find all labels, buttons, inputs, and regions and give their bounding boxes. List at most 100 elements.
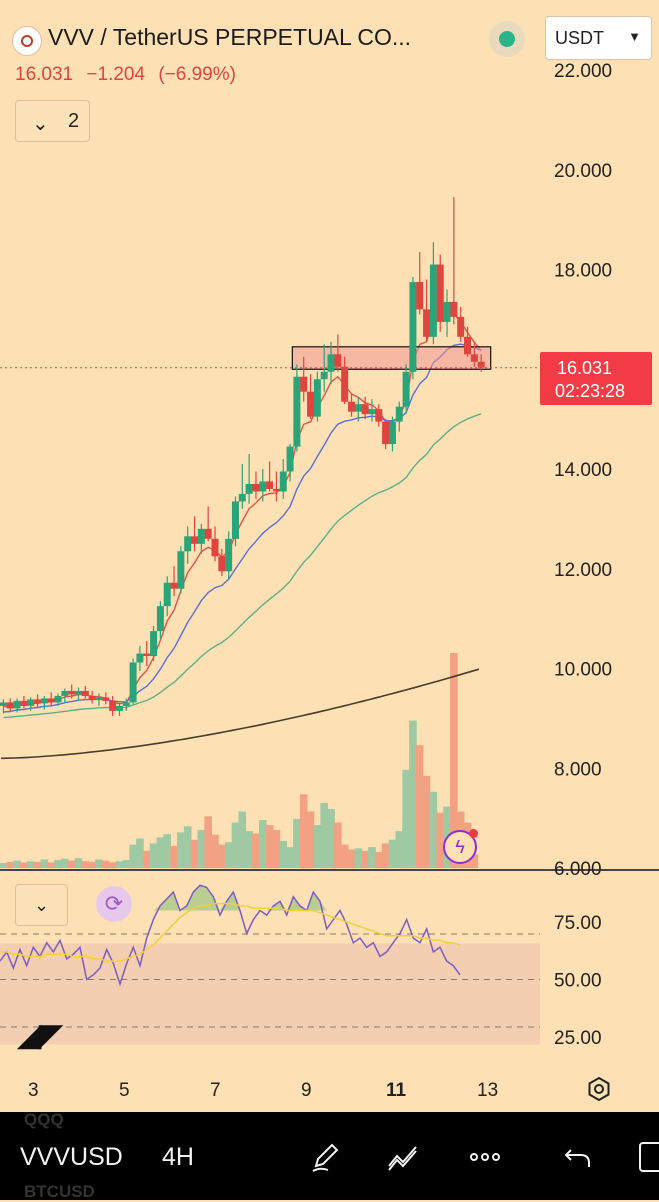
indicators-collapse-button[interactable]: ⌄ 2 (15, 100, 90, 142)
volume-bar (204, 816, 212, 868)
fullscreen-icon[interactable] (632, 1140, 659, 1174)
volume-bar (136, 838, 144, 868)
candle-body (204, 528, 212, 539)
price-tag-value: 16.031 (557, 358, 613, 378)
interval-button[interactable]: 4H (162, 1143, 194, 1171)
candle-body (382, 421, 390, 445)
candle-body (136, 653, 144, 663)
rsi-collapse-button[interactable]: ⌄ (15, 884, 68, 926)
volume-bar (258, 820, 267, 868)
candle-body (95, 697, 103, 700)
volume-bar (265, 825, 274, 868)
volume-bar (340, 844, 349, 868)
undo-icon[interactable] (561, 1140, 595, 1174)
candle-body (252, 483, 260, 492)
price-change: 16.031 −1.204 (−6.99%) (15, 64, 244, 86)
rsi-tick-label: 50.00 (554, 971, 602, 992)
volume-bar (306, 811, 315, 868)
volume-bar (231, 822, 240, 868)
volume-bar (177, 832, 185, 868)
symbol-button[interactable]: VVVUSD (20, 1143, 123, 1171)
candle-body (68, 690, 76, 695)
time-tick-label: 7 (210, 1080, 221, 1101)
volume-bar (224, 842, 233, 868)
volume-bar (299, 794, 308, 868)
price-tick-label: 10.000 (554, 660, 612, 681)
vvv-logo (12, 26, 42, 56)
volume-bar (402, 769, 410, 868)
volume-bar (327, 809, 335, 868)
candle-body (307, 391, 315, 417)
candle-body (129, 662, 137, 703)
candle-body (457, 316, 465, 337)
candle-body (341, 366, 349, 402)
last-price: 16.031 (15, 64, 74, 85)
candle-body (225, 538, 233, 572)
market-status-icon[interactable] (489, 21, 525, 57)
volume-bar (409, 720, 417, 868)
volume-bar (197, 829, 206, 868)
candle-body (13, 700, 21, 709)
volume-bar (149, 843, 158, 868)
candle-body (122, 702, 130, 706)
indicator-count: 2 (68, 110, 80, 132)
chevron-down-icon: ⌄ (32, 113, 49, 135)
previous-symbol[interactable]: QQQ (24, 1110, 64, 1129)
pen-icon[interactable] (308, 1140, 342, 1174)
candle-body (259, 481, 267, 492)
rsi-pane: 25.00 50.00 75.00 (0, 884, 602, 1049)
volume-bar (470, 854, 479, 868)
indicators-icon[interactable] (386, 1140, 420, 1174)
candle-body (450, 301, 458, 317)
candle-body (245, 483, 253, 494)
candle-body (177, 551, 185, 589)
price-tick-label: 20.000 (554, 161, 612, 182)
volume-bar (334, 822, 342, 868)
volume-bar (361, 850, 369, 868)
volume-bar (95, 859, 103, 868)
lightning-icon[interactable]: ϟ (443, 829, 478, 864)
price-tick-label: 14.000 (554, 460, 612, 481)
rsi-band (0, 943, 540, 1045)
candle-body (348, 401, 355, 412)
more-icon[interactable] (468, 1140, 502, 1174)
volume-bar (81, 861, 90, 868)
candle-body (293, 376, 301, 447)
candle-body (238, 493, 246, 502)
volume-bar (293, 818, 301, 868)
price-tick-label: 6.000 (554, 859, 602, 880)
sync-icon[interactable]: ⟳ (96, 886, 132, 922)
candle-body (0, 702, 7, 706)
chart-canvas[interactable]: 25.00 50.00 75.00 6.000 8.000 10.000 12.000 14… (0, 0, 659, 1112)
candle-body (34, 699, 42, 704)
next-symbol[interactable]: BTCUSD (24, 1182, 95, 1201)
volume-bar (218, 844, 226, 868)
candle-body (436, 264, 444, 322)
volume-bar (183, 826, 192, 868)
volume-bar (429, 791, 438, 868)
candle-body (477, 361, 485, 368)
candle-body (313, 379, 321, 417)
volume-bar (122, 860, 131, 868)
candle-body (327, 354, 335, 372)
candle-body (54, 695, 62, 703)
candle-body (184, 536, 192, 552)
volume-bar (354, 848, 363, 868)
candle-body (443, 301, 451, 322)
rsi-ma-line (0, 902, 461, 962)
candle-body (143, 653, 151, 657)
candle-body (429, 264, 437, 337)
volume-bar (67, 860, 76, 868)
candle-body (211, 538, 219, 557)
candle-body (40, 698, 48, 704)
candle-body (266, 481, 274, 489)
symbol-title[interactable]: VVV / TetherUS PERPETUAL CO... (48, 24, 412, 50)
volume-bar (61, 858, 69, 868)
candle-body (423, 309, 431, 337)
candle-body (300, 376, 308, 392)
volume-bar (170, 845, 178, 868)
candle-body (61, 690, 69, 696)
gear-icon[interactable] (586, 1076, 612, 1102)
currency-select[interactable]: USDT ▼ (545, 16, 652, 60)
candle-body (102, 697, 110, 701)
